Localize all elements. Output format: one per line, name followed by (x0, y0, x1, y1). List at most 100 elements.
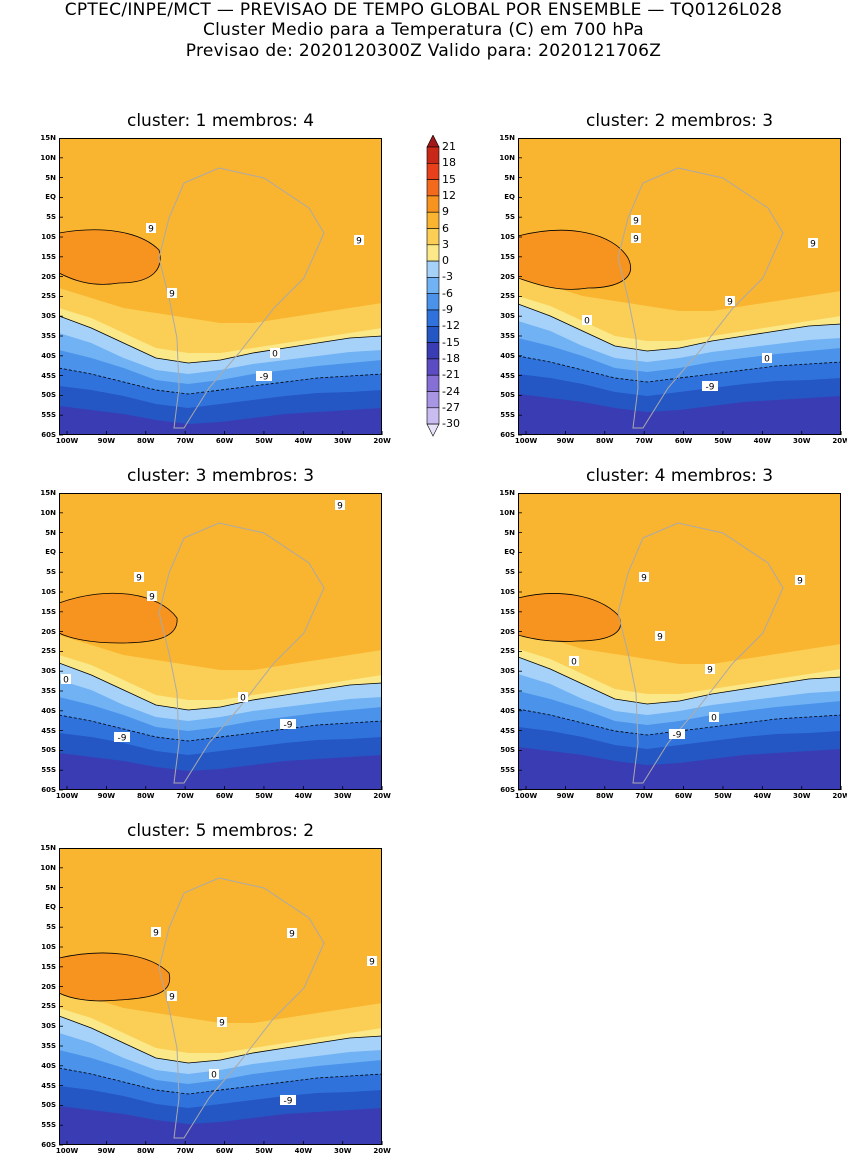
latitude-tick-label: 25S (41, 292, 56, 301)
latitude-tick-label: 35S (41, 1042, 56, 1050)
latitude-tick-label: 5N (45, 173, 56, 182)
colorbar-swatch (426, 342, 440, 360)
latitude-tick-label: 40S (41, 706, 56, 715)
temperature-band (59, 406, 382, 435)
contour-label: 0 (584, 317, 590, 327)
zero-contour (518, 303, 842, 352)
latitude-tick-label: 25S (41, 647, 56, 656)
longitude-tick-label: 60W (215, 1147, 234, 1155)
latitude-tick-label: 60S (41, 786, 56, 794)
colorbar-swatch (426, 228, 440, 246)
latitude-tick-label: 10N (40, 863, 56, 872)
panel-title: cluster: 4 membros: 3 (585, 466, 774, 486)
longitude-tick-label: 70W (635, 792, 653, 800)
latitude-tick-label: EQ (45, 193, 56, 202)
latitude-tick-label: 5S (505, 213, 515, 222)
latitude-tick-label: 10N (499, 153, 515, 162)
latitude-tick-label: EQ (504, 193, 515, 202)
longitude-tick-label: 80W (596, 437, 614, 445)
latitude-tick-label: 5N (504, 528, 515, 537)
colorbar-label: 18 (442, 156, 456, 170)
warm-anomaly-region (518, 229, 631, 290)
minus-nine-contour (59, 1067, 383, 1095)
latitude-tick-label: 55S (500, 411, 515, 420)
latitude-tick-label: 60S (41, 1141, 56, 1149)
colorbar-swatch (426, 293, 440, 311)
contour-label: 9 (641, 574, 647, 584)
contour-label: 0 (571, 658, 577, 668)
longitude-tick-label: 70W (176, 437, 194, 445)
contour-label: 9 (219, 1019, 225, 1029)
longitude-tick-label: 50W (714, 437, 732, 445)
longitude-tick-label: 40W (753, 437, 772, 445)
colorbar-swatch (426, 211, 440, 229)
longitude-tick-label: 50W (255, 1147, 273, 1155)
latitude-tick-label: 5S (46, 213, 56, 222)
latitude-tick-label: 20S (500, 272, 515, 281)
longitude-tick-label: 90W (97, 1147, 116, 1155)
contour-label: -9 (706, 383, 715, 393)
colorbar-label: -12 (442, 319, 460, 333)
longitude-tick-label: 20W (832, 792, 847, 800)
latitude-tick-label: 15S (41, 607, 56, 616)
longitude-tick-label: 50W (255, 792, 273, 800)
longitude-tick-label: 40W (294, 437, 313, 445)
contour-label: -9 (284, 1097, 293, 1107)
longitude-tick-label: 100W (55, 1147, 79, 1155)
warm-anomaly-region (518, 593, 621, 642)
latitude-tick-label: 55S (41, 1121, 56, 1130)
longitude-tick-label: 30W (333, 792, 352, 800)
temperature-band (518, 747, 841, 790)
contour-label: 9 (149, 593, 155, 603)
latitude-tick-label: 45S (41, 1081, 56, 1090)
latitude-tick-label: 15S (500, 607, 515, 616)
latitude-tick-label: 10S (41, 588, 56, 596)
panel-title: cluster: 2 membros: 3 (585, 111, 774, 131)
latitude-tick-label: 55S (41, 411, 56, 420)
latitude-tick-label: 15N (499, 489, 515, 497)
latitude-tick-label: 60S (41, 431, 56, 439)
continent-outline (158, 522, 325, 784)
colorbar-label: -15 (442, 335, 460, 349)
contour-label: 0 (240, 694, 246, 704)
longitude-tick-label: 70W (176, 792, 194, 800)
zero-contour (518, 656, 842, 705)
longitude-tick-label: 20W (373, 437, 391, 445)
colorbar-label: -9 (442, 303, 453, 316)
contour-label: 0 (211, 1071, 217, 1081)
contour-label: 9 (797, 577, 803, 587)
latitude-tick-label: 15S (41, 252, 56, 261)
latitude-tick-label: 5S (46, 923, 56, 932)
warm-anomaly-region (59, 592, 178, 644)
latitude-tick-label: 40S (500, 706, 515, 715)
longitude-tick-label: 90W (97, 437, 116, 445)
figure-title-line-3: Previsao de: 2020120300Z Valido para: 20… (185, 41, 662, 61)
colorbar-swatch (426, 146, 440, 164)
colorbar-label: 9 (442, 205, 449, 219)
latitude-tick-label: 60S (500, 431, 515, 439)
longitude-tick-label: 30W (333, 1147, 352, 1155)
colorbar-swatch (426, 162, 440, 180)
panel-title: cluster: 5 membros: 2 (126, 821, 315, 841)
longitude-tick-label: 40W (294, 792, 313, 800)
temperature-band (59, 753, 382, 790)
colorbar-label: -30 (442, 417, 460, 431)
latitude-tick-label: 30S (41, 667, 56, 676)
contour-label: 0 (63, 676, 69, 686)
figure-title-line-2: Cluster Medio para a Temperatura (C) em … (202, 20, 645, 40)
colorbar-swatch (426, 407, 440, 425)
contour-label: 9 (369, 958, 375, 968)
latitude-tick-label: 30S (500, 667, 515, 676)
longitude-tick-label: 30W (792, 792, 811, 800)
contour-label: 9 (810, 240, 816, 250)
latitude-tick-label: EQ (45, 903, 56, 912)
colorbar-swatch (426, 195, 440, 213)
latitude-tick-label: 10S (41, 233, 56, 241)
latitude-tick-label: 20S (41, 982, 56, 991)
latitude-tick-label: 15S (500, 252, 515, 261)
longitude-tick-label: 90W (556, 792, 575, 800)
contour-label: 9 (633, 235, 639, 245)
contour-label: -9 (673, 731, 682, 741)
latitude-tick-label: 35S (41, 687, 56, 695)
